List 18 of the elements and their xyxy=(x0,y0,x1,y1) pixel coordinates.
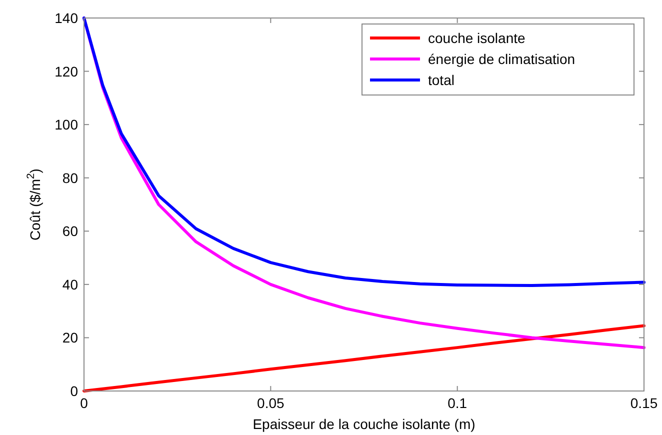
y-tick-label: 20 xyxy=(62,330,78,346)
x-tick-label: 0.05 xyxy=(257,395,285,411)
line-series xyxy=(82,16,646,287)
y-tick-label: 120 xyxy=(54,63,78,80)
legend-label: total xyxy=(428,72,454,88)
y-tick-label: 140 xyxy=(54,10,78,26)
y-tick-label: 60 xyxy=(62,223,78,240)
y-tick-label: 0 xyxy=(70,383,78,399)
y-tick-label: 40 xyxy=(62,276,78,292)
x-tick-label: 0.15 xyxy=(630,395,658,411)
legend-label: énergie de climatisation xyxy=(428,51,576,67)
x-tick-label: 0.1 xyxy=(448,395,468,411)
y-tick-label: 100 xyxy=(54,116,78,133)
x-axis-title: Epaisseur de la couche isolante (m) xyxy=(252,416,476,432)
line-series xyxy=(82,324,646,392)
y-tick-label: 80 xyxy=(62,170,78,186)
x-tick-label: 0 xyxy=(80,395,88,411)
legend-label: couche isolante xyxy=(428,30,526,46)
